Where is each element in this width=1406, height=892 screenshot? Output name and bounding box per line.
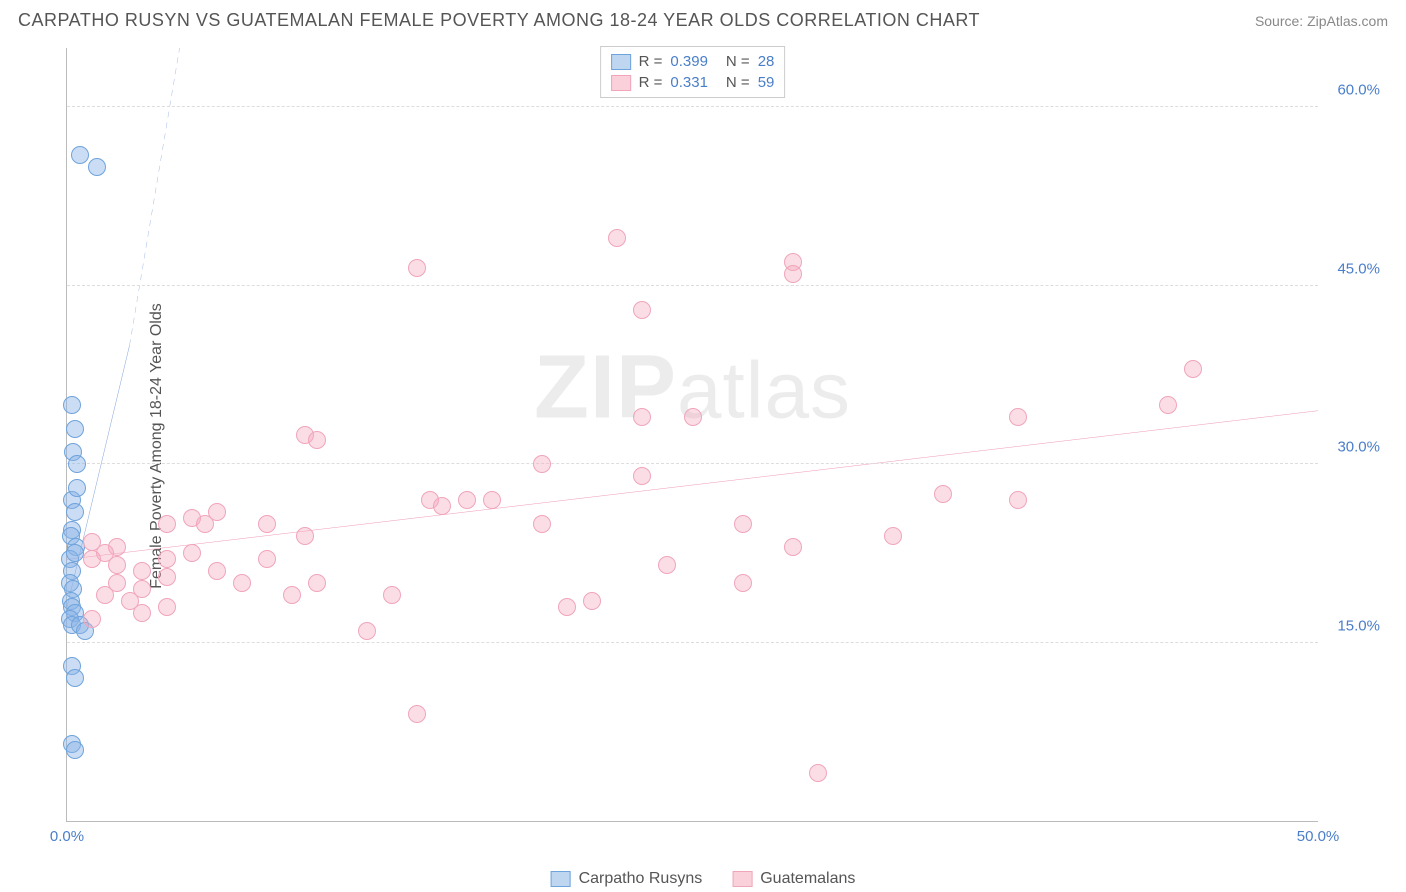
data-point [68,455,86,473]
data-point [784,538,802,556]
data-point [533,515,551,533]
chart-title: CARPATHO RUSYN VS GUATEMALAN FEMALE POVE… [18,10,980,31]
legend-swatch [732,871,752,887]
y-tick-label: 60.0% [1337,82,1380,99]
data-point [88,158,106,176]
data-point [458,491,476,509]
legend-swatch [611,54,631,70]
data-point [583,592,601,610]
r-value: 0.331 [670,74,708,91]
n-label: N = [726,53,750,70]
data-point [383,586,401,604]
legend-item: Guatemalans [732,870,855,888]
data-point [133,604,151,622]
plot-region: ZIPatlas R =0.399N =28R =0.331N =59 15.0… [66,48,1318,822]
legend-row: R = 0.331 N = 59 [611,72,775,93]
y-tick-label: 45.0% [1337,260,1380,277]
data-point [934,485,952,503]
data-point [1159,396,1177,414]
data-point [66,420,84,438]
x-tick-label: 50.0% [1297,828,1340,845]
data-point [63,396,81,414]
data-point [158,515,176,533]
legend-item: Carpatho Rusyns [551,870,703,888]
correlation-legend: R = 0.399 N = 28 R = 0.331 N = 59 [600,46,786,98]
data-point [308,431,326,449]
data-point [233,574,251,592]
data-point [1009,408,1027,426]
data-point [358,622,376,640]
legend-label: Guatemalans [760,870,855,888]
data-point [784,265,802,283]
data-point [296,527,314,545]
chart-area: Female Poverty Among 18-24 Year Olds ZIP… [18,40,1388,852]
data-point [608,229,626,247]
data-point [408,705,426,723]
n-value: 59 [758,74,775,91]
data-point [633,408,651,426]
data-point [258,550,276,568]
data-point [1184,360,1202,378]
data-point [158,550,176,568]
data-point [633,467,651,485]
data-point [809,764,827,782]
data-point [66,741,84,759]
gridline [67,106,1318,107]
data-point [408,259,426,277]
data-point [66,503,84,521]
trendlines [67,48,1318,821]
gridline [67,285,1318,286]
r-value: 0.399 [670,53,708,70]
gridline [67,642,1318,643]
series-legend: Carpatho Rusyns Guatemalans [551,870,856,888]
data-point [183,544,201,562]
data-point [66,544,84,562]
legend-label: Carpatho Rusyns [579,870,703,888]
data-point [196,515,214,533]
y-tick-label: 15.0% [1337,617,1380,634]
data-point [96,586,114,604]
data-point [83,610,101,628]
source-label: Source: ZipAtlas.com [1255,13,1388,29]
x-tick-label: 0.0% [50,828,84,845]
r-label: R = [639,53,663,70]
data-point [133,562,151,580]
legend-row: R = 0.399 N = 28 [611,51,775,72]
data-point [258,515,276,533]
data-point [433,497,451,515]
data-point [533,455,551,473]
data-point [483,491,501,509]
data-point [558,598,576,616]
legend-swatch [611,75,631,91]
data-point [658,556,676,574]
data-point [684,408,702,426]
n-value: 28 [758,53,775,70]
y-tick-label: 30.0% [1337,439,1380,456]
gridline [67,463,1318,464]
legend-swatch [551,871,571,887]
r-label: R = [639,74,663,91]
data-point [884,527,902,545]
n-label: N = [726,74,750,91]
data-point [633,301,651,319]
data-point [308,574,326,592]
data-point [208,562,226,580]
data-point [283,586,301,604]
data-point [1009,491,1027,509]
data-point [71,146,89,164]
data-point [108,556,126,574]
data-point [734,515,752,533]
data-point [68,479,86,497]
data-point [734,574,752,592]
data-point [158,568,176,586]
data-point [158,598,176,616]
data-point [66,669,84,687]
data-point [83,550,101,568]
